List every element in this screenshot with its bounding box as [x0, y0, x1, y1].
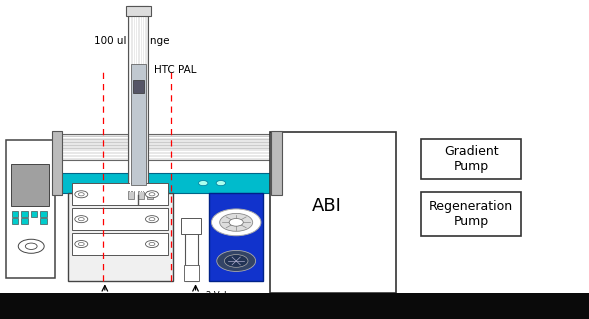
Circle shape — [145, 191, 158, 198]
Bar — [421, 192, 521, 236]
Bar — [126, 6, 151, 16]
Text: Regeneration
Pump: Regeneration Pump — [429, 200, 513, 228]
Bar — [55, 177, 60, 184]
Circle shape — [220, 213, 253, 231]
Text: 2 Valve
Drive: 2 Valve Drive — [206, 291, 236, 312]
Bar — [56, 135, 286, 137]
Circle shape — [149, 218, 155, 221]
Bar — [56, 151, 286, 152]
Circle shape — [229, 219, 243, 226]
Bar — [56, 140, 286, 143]
Bar — [128, 191, 134, 199]
Circle shape — [75, 241, 88, 248]
Bar — [56, 142, 286, 143]
Bar — [133, 80, 144, 93]
Bar — [6, 140, 55, 278]
Circle shape — [198, 181, 208, 186]
Text: FWS: FWS — [177, 303, 196, 312]
Bar — [56, 146, 286, 149]
Bar — [56, 136, 286, 137]
Bar — [270, 132, 396, 293]
Bar — [21, 218, 28, 224]
Bar — [12, 211, 18, 217]
Bar — [131, 64, 146, 185]
Bar — [12, 218, 18, 224]
Bar — [138, 191, 144, 199]
Text: ABI: ABI — [312, 197, 342, 215]
Bar — [21, 211, 28, 217]
Circle shape — [18, 239, 44, 253]
Bar — [185, 222, 198, 281]
Bar — [40, 211, 47, 217]
Circle shape — [149, 193, 155, 196]
Bar — [209, 193, 263, 281]
Circle shape — [78, 218, 84, 221]
Circle shape — [145, 241, 158, 248]
Bar — [11, 164, 49, 206]
Circle shape — [145, 216, 158, 223]
Bar — [271, 131, 282, 195]
Bar — [56, 143, 286, 145]
Bar — [181, 218, 201, 234]
Circle shape — [75, 216, 88, 223]
Bar — [56, 155, 286, 157]
Text: 100 ul Syringe: 100 ul Syringe — [94, 36, 170, 47]
Circle shape — [211, 209, 261, 236]
Bar — [128, 6, 148, 195]
Circle shape — [149, 242, 155, 246]
Text: 6 position
Cool Stack: 6 position Cool Stack — [72, 295, 117, 316]
Circle shape — [78, 242, 84, 246]
Bar — [56, 158, 286, 160]
Circle shape — [217, 250, 256, 271]
Bar — [56, 134, 286, 160]
Bar — [56, 148, 286, 149]
Circle shape — [78, 193, 84, 196]
Bar — [421, 139, 521, 179]
Bar — [40, 218, 47, 224]
Bar — [147, 191, 153, 199]
Circle shape — [224, 255, 248, 267]
Bar — [184, 265, 199, 281]
Bar — [72, 233, 168, 255]
Circle shape — [75, 191, 88, 198]
Text: Gradient
Pump: Gradient Pump — [444, 145, 498, 173]
Bar — [52, 131, 62, 195]
Bar — [0, 293, 589, 319]
Bar — [31, 211, 37, 217]
Bar — [56, 173, 286, 193]
Bar — [72, 183, 168, 205]
Circle shape — [216, 181, 226, 186]
Bar — [68, 193, 173, 281]
Text: HTC PAL: HTC PAL — [154, 65, 197, 75]
Bar — [56, 137, 286, 140]
Bar — [56, 152, 286, 154]
Bar — [72, 208, 168, 230]
Bar — [56, 139, 286, 140]
Bar — [56, 149, 286, 152]
